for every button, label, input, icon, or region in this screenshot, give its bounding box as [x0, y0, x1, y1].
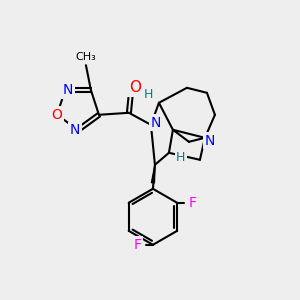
Text: CH₃: CH₃: [76, 52, 96, 62]
Polygon shape: [152, 165, 155, 183]
Text: F: F: [188, 196, 196, 210]
Text: N: N: [205, 134, 215, 148]
Text: N: N: [63, 83, 73, 97]
Text: H: H: [176, 151, 186, 164]
Text: N: N: [70, 123, 80, 137]
Text: O: O: [129, 80, 141, 95]
Text: N: N: [151, 116, 161, 130]
Text: F: F: [134, 238, 142, 252]
Text: H: H: [144, 88, 154, 101]
Text: O: O: [52, 108, 62, 122]
